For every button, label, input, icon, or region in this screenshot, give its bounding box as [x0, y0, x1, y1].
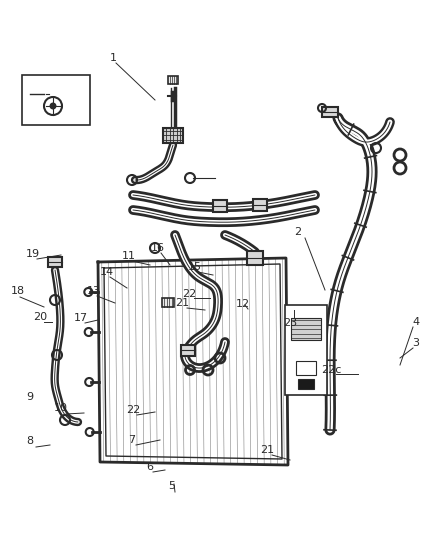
Bar — [22, 75, 90, 125]
Text: 17: 17 — [74, 313, 88, 323]
Text: 14: 14 — [100, 267, 114, 277]
Text: 9: 9 — [26, 392, 34, 402]
Bar — [168, 76, 178, 84]
Text: 7: 7 — [128, 435, 136, 445]
Text: 20: 20 — [33, 312, 47, 322]
Text: 5: 5 — [169, 481, 176, 491]
Bar — [322, 107, 338, 117]
Text: 23: 23 — [283, 318, 297, 328]
Text: 22: 22 — [126, 405, 140, 415]
Bar — [213, 200, 227, 212]
Text: 19: 19 — [26, 249, 40, 259]
Text: 2: 2 — [294, 227, 301, 237]
Text: 22: 22 — [182, 289, 196, 299]
Bar — [253, 199, 267, 211]
Text: 3: 3 — [413, 338, 420, 348]
Bar — [285, 305, 327, 395]
Text: 12: 12 — [236, 299, 250, 309]
Text: 21: 21 — [175, 298, 189, 308]
Text: 11: 11 — [122, 251, 136, 261]
Bar — [48, 257, 62, 267]
Text: 22c: 22c — [321, 365, 341, 375]
Text: 16: 16 — [151, 243, 165, 253]
Text: 1: 1 — [110, 53, 117, 63]
Text: 8: 8 — [26, 436, 34, 446]
Circle shape — [49, 102, 57, 109]
Bar — [162, 297, 174, 306]
Text: 13: 13 — [87, 286, 101, 296]
Bar — [296, 361, 316, 375]
Bar — [247, 251, 263, 265]
Bar — [163, 127, 183, 142]
Text: 6: 6 — [146, 462, 153, 472]
Text: 15: 15 — [188, 262, 202, 272]
Bar — [181, 344, 195, 356]
Text: 21: 21 — [260, 445, 274, 455]
Text: 10: 10 — [54, 403, 68, 413]
Bar — [298, 379, 314, 389]
Bar — [291, 318, 321, 340]
Text: 18: 18 — [11, 286, 25, 296]
Text: 4: 4 — [413, 317, 420, 327]
